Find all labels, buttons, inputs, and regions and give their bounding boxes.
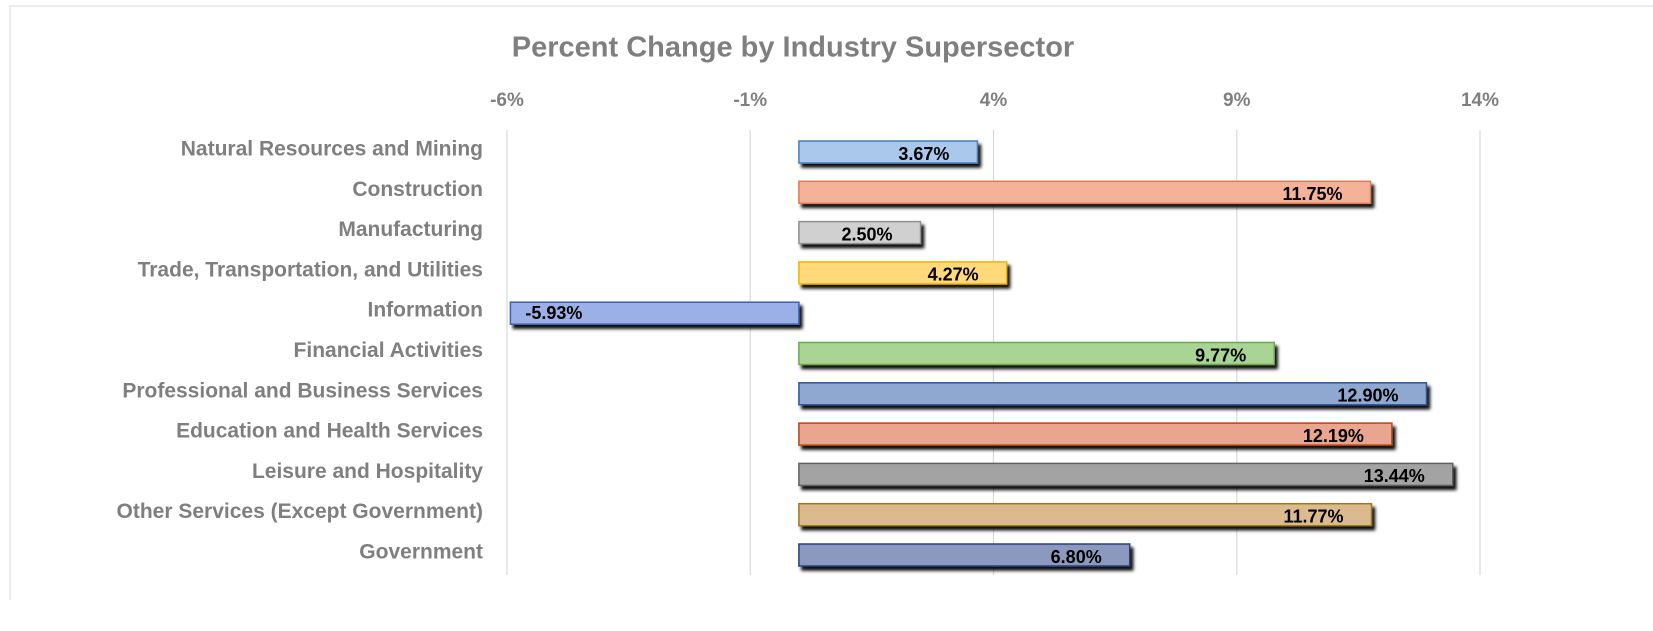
chart-title: Percent Change by Industry Supersector	[512, 32, 1074, 64]
data-label: 3.67%	[898, 144, 949, 164]
bar	[509, 301, 800, 325]
bar	[798, 140, 979, 164]
data-label: 13.44%	[1364, 466, 1425, 486]
x-tick-label: 14%	[1461, 90, 1499, 111]
y-tick-label: Professional and Business Services	[122, 379, 483, 402]
bar	[798, 341, 1275, 366]
bar	[798, 180, 1372, 205]
data-label: 6.80%	[1051, 547, 1102, 567]
bar	[798, 543, 1131, 567]
y-tick-label: Information	[368, 299, 484, 322]
x-tick-label: -6%	[490, 90, 524, 111]
y-tick-label: Manufacturing	[338, 218, 483, 241]
bar	[798, 462, 1454, 487]
bar	[798, 422, 1393, 446]
chart-frame	[9, 5, 1653, 600]
bar	[798, 220, 922, 245]
data-label: 4.27%	[928, 265, 979, 285]
y-tick-label: Education and Health Services	[176, 420, 483, 443]
x-tick-label: 4%	[980, 90, 1008, 111]
data-label: -5.93%	[525, 303, 582, 323]
bar	[798, 261, 1008, 285]
data-label: 11.75%	[1282, 184, 1342, 204]
data-label: 12.19%	[1303, 426, 1364, 446]
y-tick-label: Government	[359, 541, 483, 564]
x-tick-label: 9%	[1223, 90, 1251, 111]
y-tick-label: Trade, Transportation, and Utilities	[138, 258, 483, 281]
data-label: 12.90%	[1337, 386, 1398, 406]
data-label: 2.50%	[841, 224, 892, 244]
data-label: 11.77%	[1283, 506, 1343, 526]
bar	[798, 502, 1373, 527]
y-tick-label: Leisure and Hospitality	[252, 460, 483, 483]
y-tick-label: Financial Activities	[294, 339, 483, 362]
y-tick-label: Construction	[352, 178, 483, 201]
y-tick-label: Other Services (Except Government)	[117, 500, 483, 523]
data-label: 9.77%	[1195, 345, 1246, 365]
y-tick-label: Natural Resources and Mining	[181, 138, 483, 161]
x-tick-label: -1%	[733, 90, 767, 111]
bar	[798, 382, 1428, 406]
